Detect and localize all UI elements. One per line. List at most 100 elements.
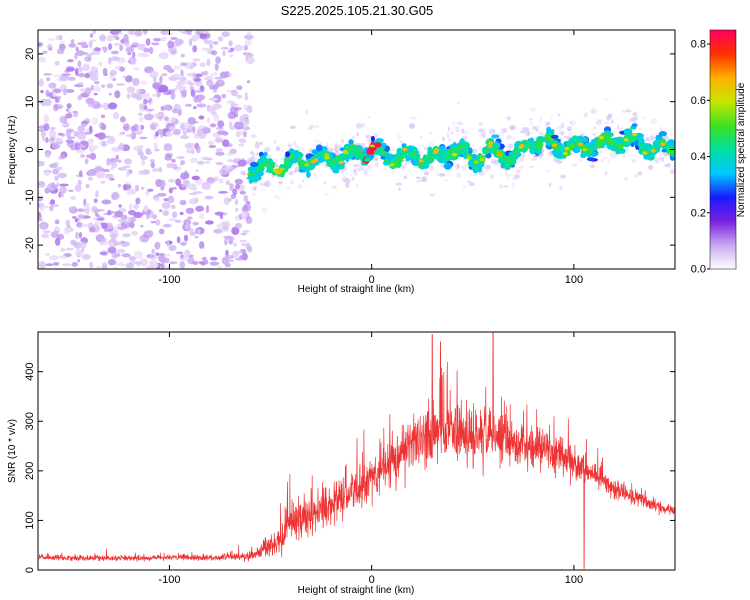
spectrogram-cell: [60, 248, 65, 252]
colorbar-label: Normalized spectral amplitude: [736, 82, 747, 217]
spectrogram-cell: [123, 184, 127, 191]
spectrogram-cell: [68, 206, 76, 213]
spectrogram-cell: [238, 143, 245, 147]
spectrogram-cell: [168, 245, 177, 251]
spectrogram-cell: [424, 146, 429, 151]
spectrogram-cell: [305, 109, 309, 115]
spectrogram-cell: [545, 139, 551, 147]
spectrogram-cell: [603, 156, 608, 160]
spectrogram-cell: [586, 157, 595, 162]
spectrogram-cell: [255, 167, 264, 172]
spectrogram-cell: [223, 197, 231, 205]
spectrogram-cell: [95, 208, 105, 212]
spectrogram-cell: [180, 241, 187, 246]
spectrogram-cell: [189, 38, 193, 47]
spectrogram-cell: [443, 162, 452, 170]
spectrogram-cell: [124, 220, 129, 224]
spectrogram-cell: [490, 173, 495, 180]
spectrogram-cell: [194, 89, 203, 93]
spectrogram-cell: [178, 85, 187, 92]
spectrogram-cell: [479, 146, 482, 153]
spectrogram-cell: [66, 103, 72, 109]
spectrogram-cell: [111, 146, 121, 152]
spectrogram-cell: [351, 176, 355, 182]
spectrogram-cell: [439, 145, 446, 150]
snr-x-axis-label: Height of straight line (km): [298, 585, 415, 596]
spectrogram-cell: [404, 162, 408, 165]
spectrogram-cell: [192, 221, 199, 226]
spectrogram-cell: [85, 183, 90, 189]
spectrogram-cell: [444, 154, 453, 161]
spectrogram-cell: [625, 109, 632, 113]
spectrogram-cell: [59, 186, 67, 195]
spectrogram-cell: [231, 226, 240, 235]
spectrogram-cell: [497, 132, 505, 137]
spectrogram-cell: [171, 158, 176, 163]
spectrogram-cell: [84, 73, 90, 79]
spectrogram-cell: [38, 261, 46, 269]
spectrogram-cell: [42, 223, 47, 230]
spectrogram-cell: [143, 205, 149, 213]
spectrogram-cell: [309, 124, 315, 129]
spectrogram-cell: [516, 158, 520, 165]
spectrogram-cell: [156, 90, 161, 98]
spectrogram-cell: [324, 192, 330, 196]
spectrogram-cell: [249, 167, 257, 174]
spectrogram-cell: [556, 158, 559, 164]
spectrogram-cell: [423, 162, 430, 169]
spectrogram-cell: [40, 90, 44, 94]
spectrogram-cell: [248, 157, 255, 159]
spectrogram-cell: [74, 142, 81, 151]
spectrogram-cell: [589, 164, 595, 169]
spectrogram-cell: [129, 203, 133, 211]
spectrogram-cell: [163, 145, 173, 152]
spectrogram-cell: [195, 73, 203, 78]
spectrogram-cell: [99, 34, 107, 42]
spectrogram-cell: [177, 76, 188, 82]
spectrogram-cell: [93, 145, 98, 150]
spectrogram-cell: [183, 234, 189, 242]
spectrogram-cell: [185, 80, 193, 84]
spectrogram-cell: [295, 145, 300, 149]
spectrogram-cell: [230, 103, 239, 107]
spectrogram-cell: [93, 217, 97, 221]
spectrogram-cell: [52, 91, 57, 97]
spectrogram-cell: [49, 205, 54, 212]
spectrogram-cell: [67, 141, 76, 148]
spectrogram-cell: [224, 238, 228, 246]
spectrogram-cell: [101, 262, 108, 269]
spectrogram-cell: [215, 56, 222, 64]
spectrogram-cell: [158, 52, 169, 60]
spectrogram-cell: [103, 229, 109, 232]
spectrogram-cell: [236, 94, 243, 99]
spectrogram-cell: [405, 149, 414, 154]
spectrogram-cell: [67, 76, 76, 81]
spectrogram-cell: [41, 233, 50, 239]
spectrogram-cell: [407, 145, 413, 151]
spectrogram-cell: [290, 179, 294, 185]
spectrogram-cell: [478, 121, 484, 126]
spectrogram-cell: [58, 255, 68, 259]
spectrogram-cell: [57, 156, 64, 160]
spectrogram-cell: [472, 173, 479, 176]
spectrogram-cell: [132, 77, 140, 87]
spectrogram-cell: [667, 147, 675, 155]
spectrogram-y-axis-label: Frequency (Hz): [7, 116, 18, 185]
spectrogram-cell: [392, 156, 398, 161]
spectrogram-cell: [306, 165, 315, 171]
spectrogram-cell: [89, 261, 94, 269]
spectrogram-cell: [95, 171, 106, 179]
spectrogram-cell: [102, 67, 108, 76]
spectrogram-cell: [65, 247, 74, 251]
spectrogram-cell: [157, 129, 164, 135]
spectrogram-cell: [273, 139, 277, 144]
spectrogram-cell: [243, 44, 248, 51]
spectrogram-cell: [125, 133, 136, 138]
spectrogram-cell: [418, 159, 424, 163]
spectrogram-cell: [223, 221, 229, 228]
spectrogram-cell: [226, 152, 234, 156]
spectrogram-cell: [577, 135, 584, 143]
spectrogram-cell: [133, 250, 144, 260]
spectrogram-cell: [231, 126, 235, 129]
spectrogram-cell: [156, 192, 167, 197]
